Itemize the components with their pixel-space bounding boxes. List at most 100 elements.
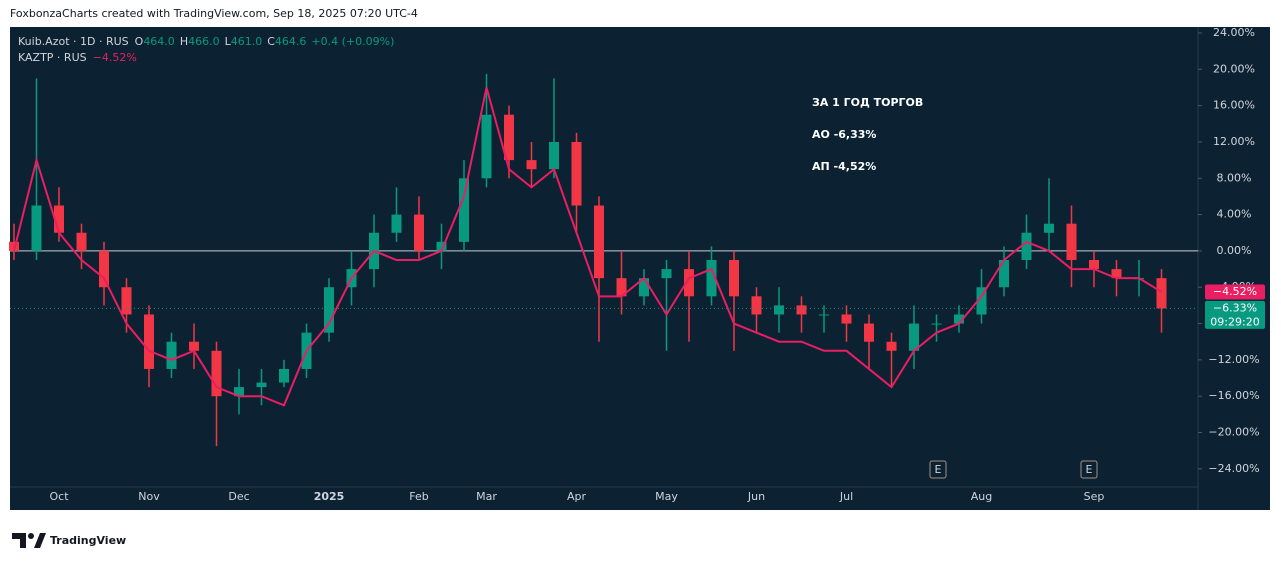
x-tick-label: 2025 xyxy=(314,490,345,503)
candle-body xyxy=(211,350,222,397)
candle-body xyxy=(459,178,469,242)
ohlc-value: 464.0 xyxy=(143,35,175,48)
line-series xyxy=(13,87,1163,407)
candle-body xyxy=(886,341,897,351)
candle-body xyxy=(1156,278,1167,309)
candle-body xyxy=(234,387,244,397)
countdown: 09:29:20 xyxy=(1210,315,1259,328)
event-box xyxy=(1080,460,1098,479)
candle-body xyxy=(774,305,784,315)
candle-body xyxy=(729,259,739,297)
y-tick-label: −24.00% xyxy=(1208,462,1259,475)
y-tick-label: 16.00% xyxy=(1213,99,1255,112)
price-label: −4.52% xyxy=(1213,285,1257,298)
candle-body xyxy=(189,341,199,351)
candle-body xyxy=(76,232,87,251)
y-tick-label: −20.00% xyxy=(1208,426,1259,439)
annotation: АО -6,33% xyxy=(812,128,876,141)
price-label: −6.33% xyxy=(1213,301,1257,314)
y-tick-label: 12.00% xyxy=(1213,135,1255,148)
candle-body xyxy=(279,368,289,383)
x-tick-label: Nov xyxy=(138,490,160,503)
x-tick-label: Dec xyxy=(228,490,249,503)
legend-change: +0.4 (+0.09%) xyxy=(311,35,394,48)
candle-body xyxy=(1044,223,1054,233)
ohlc-value: 461.0 xyxy=(231,35,263,48)
y-tick-label: 8.00% xyxy=(1217,171,1252,184)
ohlc-key: C xyxy=(267,35,275,48)
y-tick-label: 4.00% xyxy=(1217,208,1252,221)
ohlc-key: H xyxy=(180,35,188,48)
candle-body xyxy=(684,269,694,297)
candle-body xyxy=(1089,259,1099,270)
candle-body xyxy=(481,114,492,179)
candle-body xyxy=(864,323,874,342)
ohlc-key: L xyxy=(225,35,232,48)
ohlc-value: 464.6 xyxy=(275,35,307,48)
candle-body xyxy=(571,141,582,206)
candle-body xyxy=(549,141,559,170)
series-name: Kuib.Azot · 1D · RUS xyxy=(18,35,129,48)
candle-body xyxy=(819,314,829,316)
candle-body xyxy=(661,269,672,279)
candle-body xyxy=(1111,269,1122,279)
candle-body xyxy=(526,160,537,170)
candle-body xyxy=(796,305,807,315)
ohlc-key: O xyxy=(135,35,144,48)
candle-body xyxy=(414,214,424,251)
x-tick-label: Apr xyxy=(567,490,587,503)
candle-body xyxy=(144,314,154,369)
x-tick-label: Sep xyxy=(1084,490,1105,503)
logo xyxy=(12,533,46,548)
candle-body xyxy=(594,205,604,279)
candle-body xyxy=(31,205,42,251)
y-tick-label: 24.00% xyxy=(1213,26,1255,39)
y-tick-label: −12.00% xyxy=(1208,353,1259,366)
price-label-box xyxy=(1205,284,1265,300)
event-marker: E xyxy=(1086,463,1093,476)
price-label-box xyxy=(1205,300,1265,329)
event-marker: E xyxy=(935,463,942,476)
x-tick-label: Jun xyxy=(747,490,765,503)
annotation: АП -4,52% xyxy=(812,160,876,173)
x-tick-label: Oct xyxy=(49,490,69,503)
candle-body xyxy=(324,287,334,333)
candle-body xyxy=(166,341,177,369)
candle-body xyxy=(9,241,19,251)
candle-body xyxy=(1066,223,1077,260)
candle-body xyxy=(639,278,649,297)
brand: TradingView xyxy=(50,534,126,547)
candle-body xyxy=(54,205,64,233)
candle-body xyxy=(706,259,717,297)
candle-body xyxy=(931,323,942,325)
legend-change: −4.52% xyxy=(93,51,137,64)
candle-body xyxy=(99,250,109,288)
candle-body xyxy=(256,382,267,388)
y-tick-label: 0.00% xyxy=(1217,244,1252,257)
candle-body xyxy=(751,296,762,315)
x-tick-label: Feb xyxy=(409,490,428,503)
x-tick-label: Aug xyxy=(971,490,992,503)
x-tick-label: Mar xyxy=(476,490,497,503)
credit: FoxbonzaCharts created with TradingView.… xyxy=(10,7,418,20)
candle-body xyxy=(976,287,987,315)
y-tick-label: −16.00% xyxy=(1208,389,1259,402)
candle-body xyxy=(841,314,852,324)
legend-line: KAZTP · RUS −4.52% xyxy=(18,51,137,64)
candle-body xyxy=(1021,232,1032,260)
series-name: KAZTP · RUS xyxy=(18,51,87,64)
x-tick-label: May xyxy=(655,490,678,503)
y-tick-label: 20.00% xyxy=(1213,62,1255,75)
annotation: ЗА 1 ГОД ТОРГОВ xyxy=(812,96,923,109)
candle-body xyxy=(121,287,132,315)
chart-pane xyxy=(10,27,1270,510)
candle-body xyxy=(616,278,627,297)
ohlc-value: 466.0 xyxy=(188,35,220,48)
event-box xyxy=(929,460,947,479)
candle-body xyxy=(391,214,402,233)
x-tick-label: Jul xyxy=(839,490,853,503)
legend-main: Kuib.Azot · 1D · RUS O464.0 H466.0 L461.0 C4… xyxy=(18,35,394,48)
candle-body xyxy=(504,114,514,161)
candle-body xyxy=(436,241,447,251)
